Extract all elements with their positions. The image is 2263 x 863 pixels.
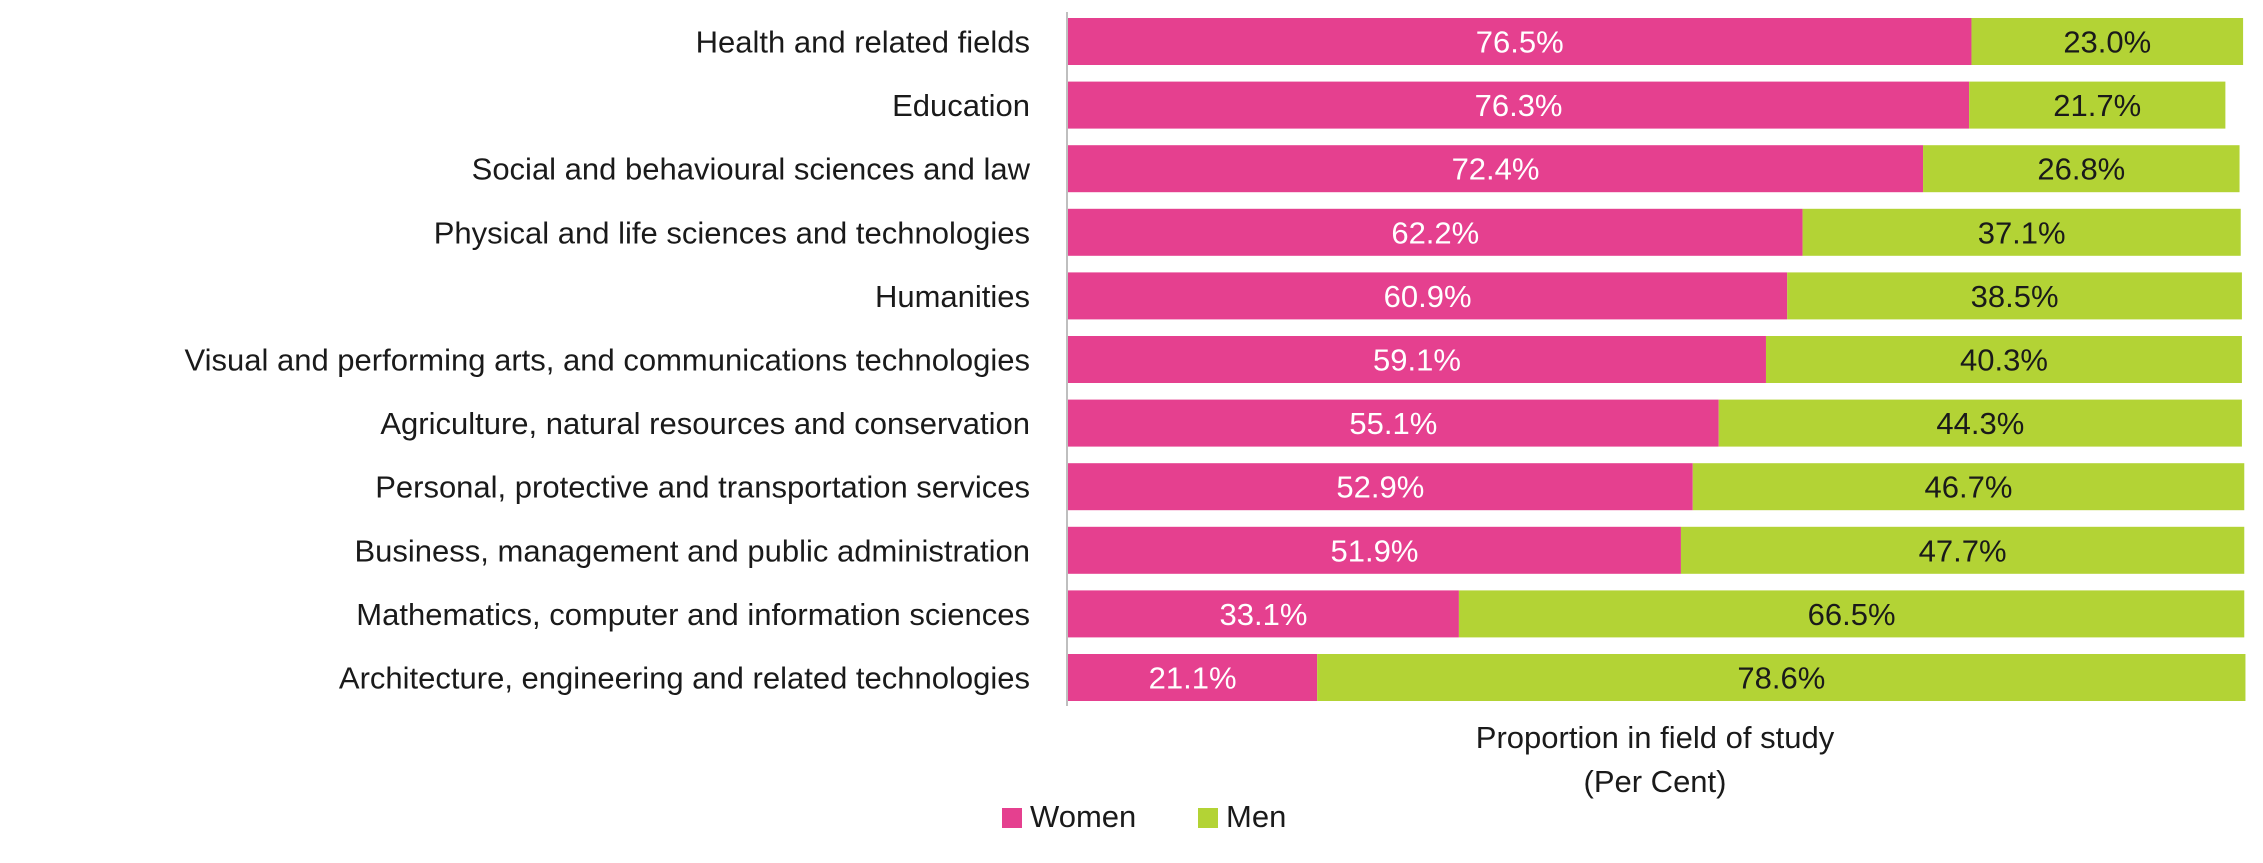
- category-label: Personal, protective and transportation …: [375, 470, 1030, 505]
- category-labels: Health and related fields Education Social…: [184, 25, 1030, 696]
- x-axis-title-line2: (Per Cent): [1584, 764, 1727, 799]
- bar-men: [1969, 81, 2226, 129]
- data-label-men: 21.7%: [2053, 88, 2141, 123]
- bar-men: [1680, 526, 2245, 574]
- data-label-women: 51.9%: [1331, 533, 1419, 568]
- bar-women: [1068, 654, 1318, 701]
- data-label-men: 37.1%: [1978, 215, 2066, 250]
- bar-men: [1317, 654, 2246, 701]
- data-label-women: 21.1%: [1149, 661, 1237, 696]
- bars-group: 76.5% 23.0% 76.3% 21.7% 72.4% 26.8% 62.2% 37.1%…: [1068, 18, 2246, 701]
- data-label-women: 76.3%: [1475, 88, 1563, 123]
- category-label: Visual and performing arts, and communic…: [184, 343, 1030, 378]
- bar-men: [1765, 336, 2242, 383]
- category-label: Social and behavioural sciences and law: [472, 152, 1031, 187]
- category-label: Mathematics, computer and information sc…: [356, 597, 1030, 632]
- data-label-men: 23.0%: [2063, 25, 2151, 60]
- data-label-women: 33.1%: [1220, 597, 1308, 632]
- category-label: Education: [892, 88, 1030, 123]
- bar-women: [1068, 336, 1766, 383]
- data-label-women: 62.2%: [1391, 215, 1479, 250]
- legend-swatch-women: [1002, 808, 1022, 828]
- data-label-men: 44.3%: [1936, 406, 2024, 441]
- data-label-men: 66.5%: [1808, 597, 1896, 632]
- data-label-men: 38.5%: [1971, 279, 2059, 314]
- data-label-women: 60.9%: [1384, 279, 1472, 314]
- bar-women: [1068, 208, 1803, 256]
- legend-label-men: Men: [1226, 799, 1286, 834]
- bar-women: [1068, 590, 1459, 638]
- bar-women: [1068, 463, 1693, 511]
- category-label: Humanities: [875, 279, 1030, 314]
- data-label-men: 46.7%: [1925, 470, 2013, 505]
- category-label: Health and related fields: [696, 25, 1030, 60]
- bar-men: [1802, 208, 2241, 256]
- data-label-men: 78.6%: [1737, 661, 1825, 696]
- data-label-women: 72.4%: [1452, 152, 1540, 187]
- bar-men: [1692, 463, 2245, 511]
- bar-women: [1068, 272, 1788, 320]
- bar-women: [1068, 399, 1719, 447]
- category-label: Physical and life sciences and technolog…: [434, 215, 1030, 250]
- category-label: Agriculture, natural resources and conse…: [380, 406, 1030, 441]
- data-label-men: 26.8%: [2037, 152, 2125, 187]
- category-label: Business, management and public administ…: [355, 533, 1031, 568]
- legend-swatch-men: [1198, 808, 1218, 828]
- legend: Women Men: [1002, 799, 1286, 834]
- bar-men: [1718, 399, 2242, 447]
- bar-women: [1068, 81, 1970, 129]
- bar-men: [1923, 145, 2240, 193]
- legend-label-women: Women: [1030, 799, 1136, 834]
- bar-men: [1971, 18, 2244, 65]
- data-label-women: 59.1%: [1373, 343, 1461, 378]
- data-label-women: 55.1%: [1349, 406, 1437, 441]
- x-axis-title-line1: Proportion in field of study: [1476, 720, 1835, 755]
- data-label-men: 47.7%: [1919, 533, 2007, 568]
- bar-women: [1068, 145, 1924, 193]
- data-label-men: 40.3%: [1960, 343, 2048, 378]
- bar-women: [1068, 526, 1681, 574]
- data-label-women: 52.9%: [1336, 470, 1424, 505]
- bar-men: [1458, 590, 2245, 638]
- bar-men: [1787, 272, 2242, 320]
- category-label: Architecture, engineering and related te…: [339, 661, 1030, 696]
- data-label-women: 76.5%: [1476, 25, 1564, 60]
- bar-women: [1068, 18, 1972, 65]
